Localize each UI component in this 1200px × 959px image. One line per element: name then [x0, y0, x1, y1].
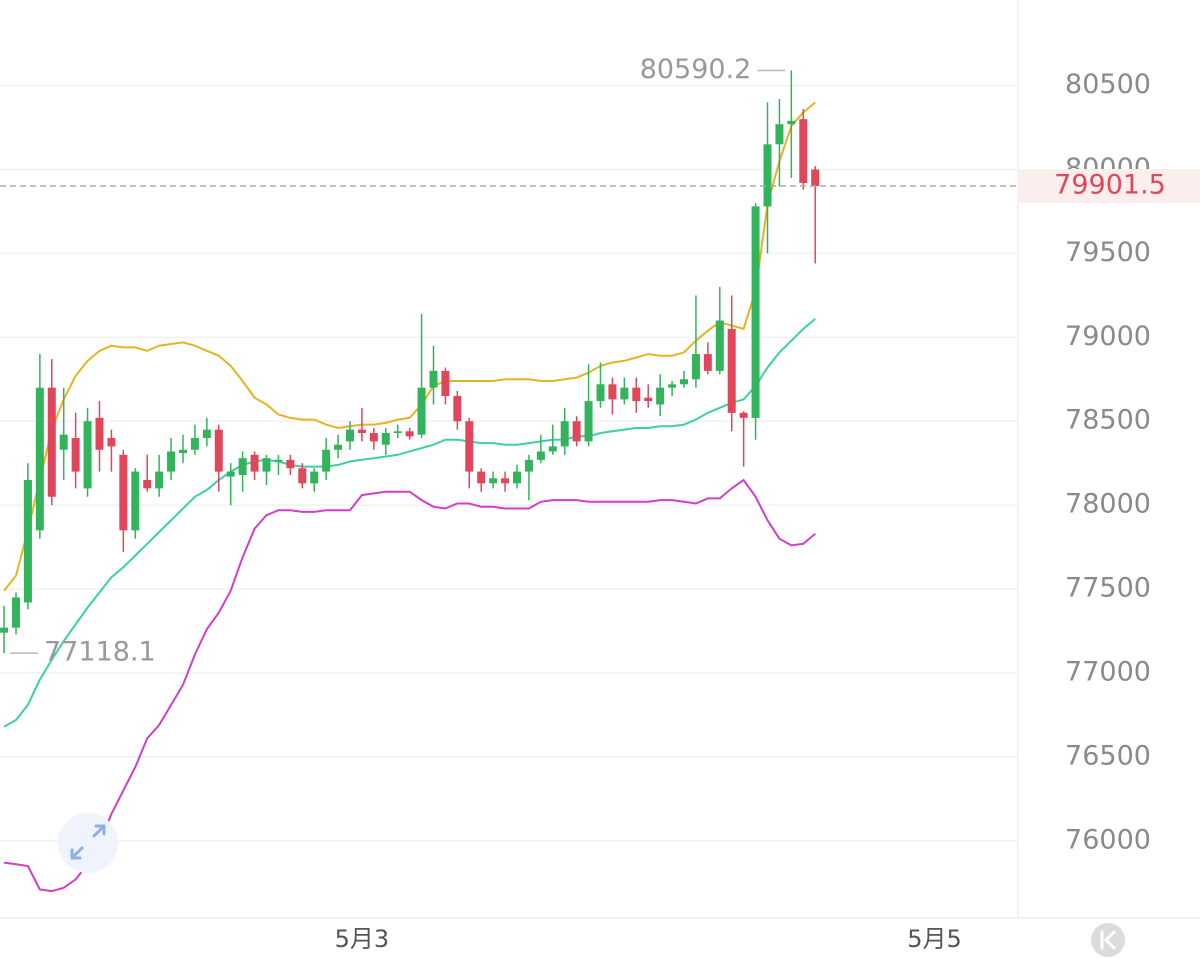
candle-body [739, 412, 748, 418]
candle-body [345, 429, 354, 442]
candle-body [787, 120, 796, 125]
candle-body [620, 387, 629, 400]
min-marker-label: 77118.1 [44, 637, 156, 668]
candle-body [143, 479, 152, 489]
candle-body [83, 421, 92, 489]
indicator-layer [3, 101, 816, 893]
candle-body [536, 451, 545, 460]
candle-body [477, 471, 486, 484]
candle-body [250, 454, 259, 472]
candle-body [11, 597, 20, 628]
expand-button[interactable] [58, 813, 118, 873]
price-tag-label: 79901.5 [1054, 170, 1166, 201]
candle-body [751, 206, 760, 418]
y-tick-label: 79000 [1065, 321, 1151, 352]
candle-body [107, 438, 116, 447]
candle-body [357, 429, 366, 433]
candle-layer [0, 70, 820, 654]
candle-body [811, 169, 820, 187]
candle-body [262, 458, 271, 472]
candle-body [334, 444, 343, 450]
candle-body [501, 478, 510, 484]
candle-body [715, 320, 724, 371]
expand-bg [58, 813, 118, 873]
candle-body [131, 471, 140, 531]
y-tick-label: 78000 [1065, 489, 1151, 520]
candle-body [23, 479, 32, 603]
candle-body [59, 434, 68, 450]
candle-body [441, 370, 450, 397]
candle-body [190, 438, 199, 450]
indicator-line [3, 478, 816, 893]
x-tick-label: 5月5 [907, 925, 962, 953]
y-tick-label: 77000 [1065, 656, 1151, 687]
candle-body [381, 432, 390, 445]
candle-body [298, 468, 307, 484]
candle-body [155, 471, 164, 489]
candle-body [178, 449, 187, 454]
x-tick-label: 5月3 [335, 925, 390, 953]
grid-layer [0, 84, 1018, 842]
y-tick-label: 79500 [1065, 237, 1151, 268]
candle-body [95, 417, 104, 450]
candle-body [548, 446, 557, 452]
candle-body [429, 370, 438, 388]
candle-body [596, 384, 605, 402]
candle-body [71, 438, 80, 472]
candle-body [489, 478, 498, 484]
indicator-line [3, 318, 816, 728]
candle-body [119, 454, 128, 531]
expand-icon [70, 824, 106, 860]
candle-body [369, 432, 378, 442]
y-tick-label: 76000 [1065, 824, 1151, 855]
y-tick-label: 80500 [1065, 69, 1151, 100]
candle-body [656, 387, 665, 405]
candle-body [608, 384, 617, 400]
candle-body [799, 119, 808, 183]
candle-body [465, 421, 474, 472]
candle-body [524, 459, 533, 472]
label-layer: 76000 76500 77000 77500 78000 78500 79000 79500… [0, 54, 1200, 953]
candle-body [703, 354, 712, 371]
candle-body [226, 471, 235, 477]
y-tick-label: 77500 [1065, 573, 1151, 604]
candle-body [632, 387, 641, 402]
candle-body [322, 449, 331, 472]
candle-body [274, 459, 283, 462]
candle-body [644, 397, 653, 402]
candle-body [35, 387, 44, 531]
candle-body [679, 379, 688, 385]
candle-body [560, 421, 569, 447]
y-tick-label: 76500 [1065, 740, 1151, 771]
candle-body [727, 328, 736, 413]
candle-body [763, 144, 772, 207]
candle-body [47, 387, 56, 497]
candle-body [512, 471, 521, 484]
candle-body [668, 384, 677, 388]
candle-body [775, 124, 784, 145]
candle-body [0, 627, 9, 633]
price-tag [1019, 169, 1200, 204]
max-marker-label: 80590.2 [640, 54, 752, 85]
candle-body [691, 354, 700, 380]
candle-body [310, 471, 319, 484]
candle-body [584, 401, 593, 442]
candle-body [453, 396, 462, 422]
candle-body [214, 429, 223, 472]
back-to-latest-button[interactable] [1091, 923, 1125, 957]
candle-body [417, 387, 426, 435]
y-tick-label: 78500 [1065, 405, 1151, 436]
candle-body [167, 451, 176, 472]
candle-body [286, 459, 295, 469]
candle-body [405, 431, 414, 437]
candle-body [393, 431, 402, 433]
indicator-line [3, 101, 816, 592]
candle-body [202, 429, 211, 439]
candle-body [238, 458, 247, 475]
candle-body [572, 421, 581, 442]
back-icon [1100, 930, 1116, 950]
